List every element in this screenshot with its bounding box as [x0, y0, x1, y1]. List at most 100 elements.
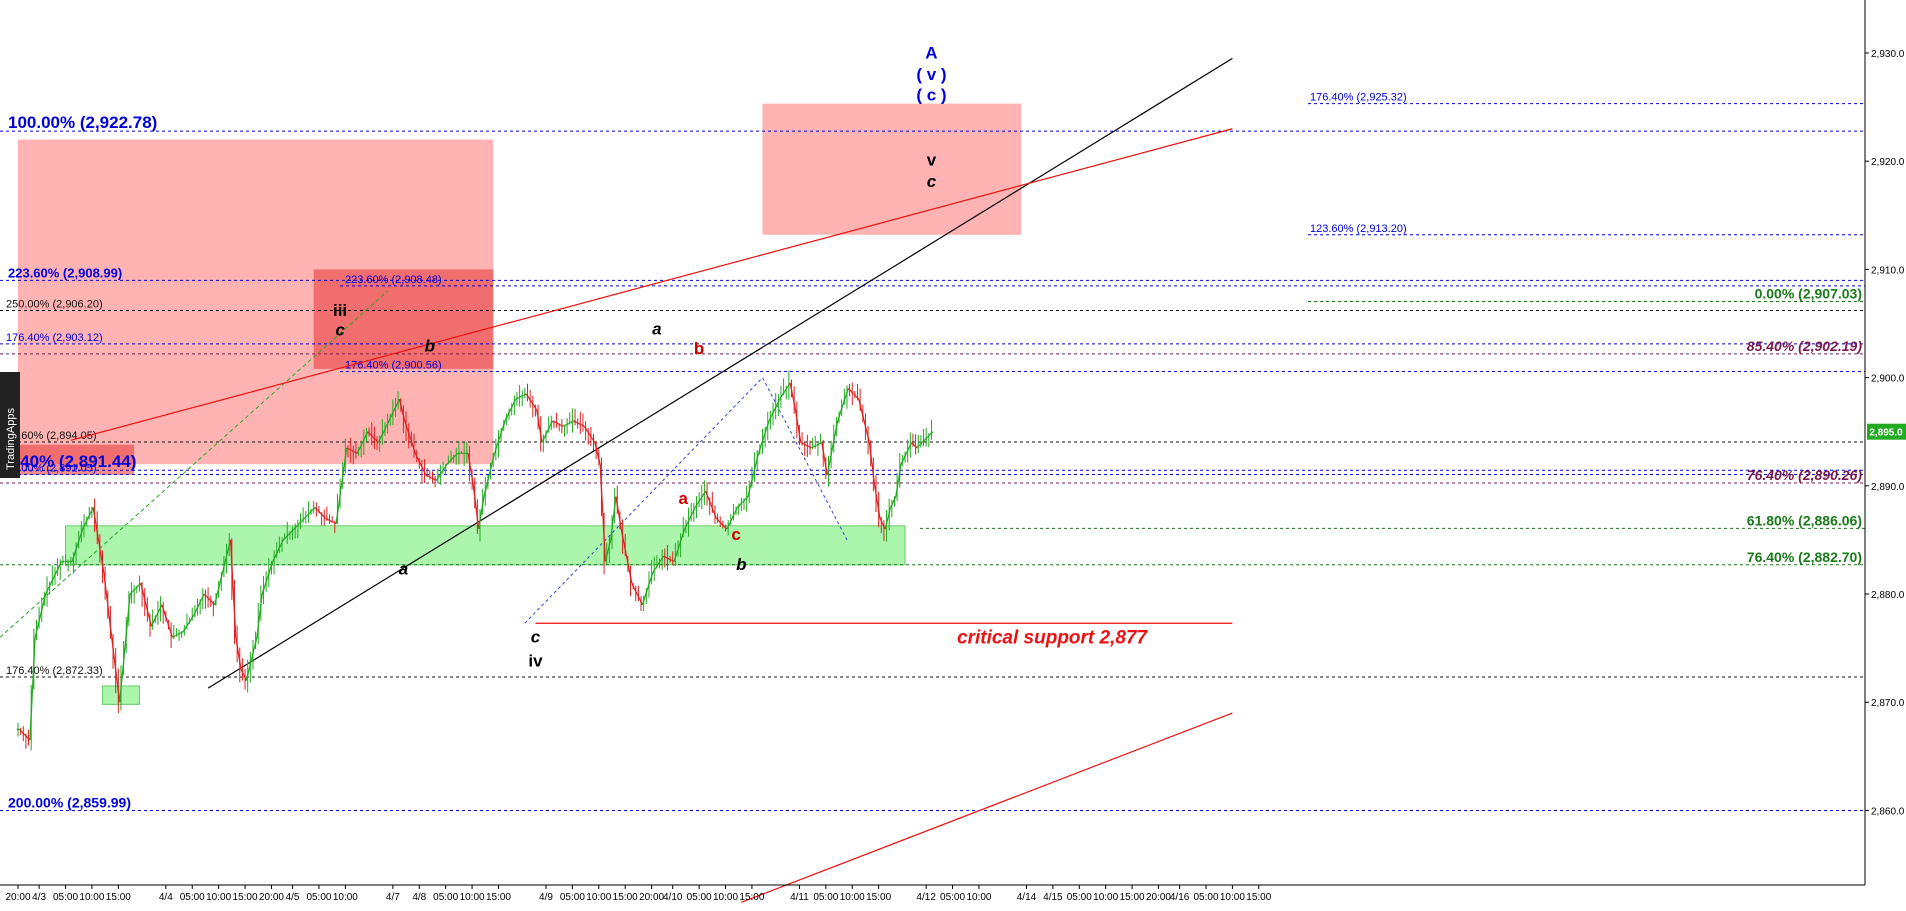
candle-body [483, 485, 488, 497]
candle-body [132, 588, 136, 592]
time-tick-label: 4/16 [1170, 892, 1190, 903]
candle-body [404, 420, 408, 430]
candle-body [866, 431, 870, 443]
candle-body [393, 404, 398, 411]
candle-body [124, 620, 129, 649]
candle-body [565, 422, 569, 426]
candle-body [172, 635, 176, 638]
wave-label: c [731, 525, 740, 544]
candle-body [663, 555, 667, 559]
wave-label: c [335, 320, 345, 339]
candle-body [800, 441, 804, 445]
candle-body [475, 507, 480, 530]
candle-body [752, 464, 757, 476]
candle-body [454, 452, 458, 457]
candle-body [309, 509, 313, 514]
candle-body [272, 555, 276, 562]
candle-body [845, 388, 849, 397]
candle-body [713, 511, 717, 519]
candle-body [507, 409, 511, 416]
candle-body [401, 409, 406, 422]
candle-body [919, 442, 923, 446]
candle-body [855, 396, 860, 400]
candle-body [668, 558, 672, 561]
candle-body [518, 395, 522, 399]
candle-body [372, 436, 377, 441]
candle-body [797, 426, 802, 443]
candle-body [111, 637, 115, 659]
candle-body [55, 566, 60, 573]
candle-body [591, 438, 596, 443]
candle-body [126, 593, 131, 622]
candle-body [525, 393, 530, 399]
candle-body [641, 596, 646, 606]
candle-body [673, 553, 678, 562]
candle-body [422, 469, 427, 476]
wave-label: b [694, 339, 704, 358]
candle-body [76, 536, 81, 546]
candle-body [142, 593, 147, 605]
candle-body [180, 631, 184, 634]
fib-label: 176.40% (2,925.32) [1310, 92, 1407, 104]
candle-body [781, 390, 786, 396]
candle-body [842, 396, 847, 405]
candle-body [100, 556, 105, 573]
candle-body [156, 609, 160, 616]
candle-body [354, 451, 358, 454]
time-tick-label: 4/4 [159, 892, 173, 903]
candle-body [736, 504, 741, 508]
candle-body [377, 436, 382, 443]
candle-body [58, 561, 63, 568]
candle-body [594, 442, 599, 454]
candle-body [615, 496, 620, 513]
candle-body [884, 518, 889, 530]
fib-label: 100.00% (2,922.78) [8, 113, 157, 132]
candle-body [385, 420, 390, 427]
time-tick-label: 05:00 [1067, 892, 1092, 903]
price-tick-label: 2,860.0 [1871, 806, 1905, 817]
candle-body [694, 503, 699, 508]
fib-label: 123.60% (2,913.20) [1310, 223, 1407, 235]
time-tick-label: 20:00 [5, 892, 30, 903]
candle-body [784, 386, 789, 392]
candle-body [499, 428, 503, 438]
candle-body [530, 401, 535, 407]
candle-body [921, 439, 926, 443]
candle-body [45, 588, 49, 595]
candle-body [135, 585, 139, 590]
time-tick-label: 05:00 [813, 892, 838, 903]
candle-body [757, 445, 762, 454]
last-price-label: 2,895.0 [1869, 428, 1903, 439]
candle-body [649, 572, 654, 581]
candle-body [692, 507, 696, 514]
candle-body [628, 569, 633, 584]
time-tick-label: 4/11 [790, 892, 809, 903]
candle-body [562, 424, 567, 427]
candle-body [908, 442, 913, 449]
candle-body [364, 431, 369, 438]
candle-body [451, 455, 456, 460]
candle-body [441, 467, 445, 473]
wave-label: iv [528, 651, 543, 670]
time-tick-label: 15:00 [233, 892, 258, 903]
wave-label: c [531, 628, 541, 647]
candle-body [351, 450, 355, 453]
candle-body [428, 475, 432, 479]
candle-body [678, 536, 683, 546]
candle-body [240, 669, 245, 676]
wave-label: a [399, 560, 408, 579]
time-tick-label: 10:00 [713, 892, 738, 903]
candle-body [583, 425, 588, 431]
candle-body [533, 405, 538, 411]
time-tick-label: 15:00 [739, 892, 764, 903]
zone-support-4 [65, 525, 906, 566]
candle-body [285, 534, 290, 538]
zone-resistance-3 [762, 103, 1022, 235]
wave-guide-line [524, 376, 848, 624]
watermark-text: TradingApps [5, 408, 17, 470]
candle-body [491, 453, 496, 465]
candle-body [805, 444, 809, 448]
candle-body [929, 431, 934, 435]
candle-body [647, 580, 651, 589]
